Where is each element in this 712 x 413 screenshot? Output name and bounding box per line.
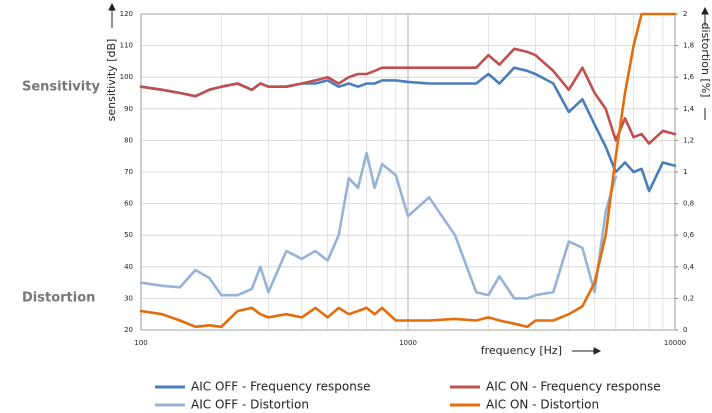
y2-tick-label: 0 — [683, 326, 687, 334]
legend-label: AIC OFF - Distortion — [191, 398, 309, 412]
y-tick-label: 120 — [120, 10, 133, 18]
y-tick-label: 70 — [124, 168, 133, 176]
legend-label: AIC OFF - Frequency response — [191, 380, 370, 394]
x-tick-label: 10000 — [664, 339, 686, 347]
axis-arrows — [108, 2, 709, 355]
y2-tick-label: 2 — [683, 10, 687, 18]
y-tick-label: 90 — [124, 105, 133, 113]
y2-tick-label: 1,2 — [683, 136, 694, 144]
y-tick-label: 80 — [124, 136, 133, 144]
y2-tick-label: 1,8 — [683, 42, 694, 50]
series-line — [139, 47, 677, 145]
x-axis-title: frequency [Hz] — [481, 344, 562, 357]
x-tick-label: 100 — [134, 339, 147, 347]
y-axis-title: sensitivity [dB] — [105, 39, 118, 122]
y2-tick-label: 0,2 — [683, 294, 694, 302]
y-tick-label: 30 — [124, 294, 133, 302]
y-tick-label: 100 — [120, 73, 133, 81]
y2-tick-label: 0,4 — [683, 263, 695, 271]
y-tick-label: 40 — [124, 263, 133, 271]
series-line — [139, 151, 618, 300]
plot-frame — [140, 13, 676, 331]
y2-tick-label: 1,6 — [683, 73, 695, 81]
y-tick-label: 50 — [124, 231, 133, 239]
legend-label: AIC ON - Distortion — [486, 398, 599, 412]
y-tick-label: 20 — [124, 326, 133, 334]
series-line — [139, 12, 677, 329]
side-label: Sensitivity — [22, 80, 100, 95]
x-tick-label: 1000 — [399, 339, 417, 347]
y2-tick-label: 0,8 — [683, 200, 694, 208]
side-label: Distortion — [22, 291, 95, 306]
legend-label: AIC ON - Frequency response — [486, 380, 661, 394]
y2-tick-label: 0,6 — [683, 231, 695, 239]
y2-axis-title: distortion [%] — [699, 23, 712, 98]
y2-tick-label: 1,4 — [683, 105, 695, 113]
y-tick-label: 110 — [120, 42, 133, 50]
y2-tick-label: 1 — [683, 168, 687, 176]
y-tick-label: 60 — [124, 200, 133, 208]
